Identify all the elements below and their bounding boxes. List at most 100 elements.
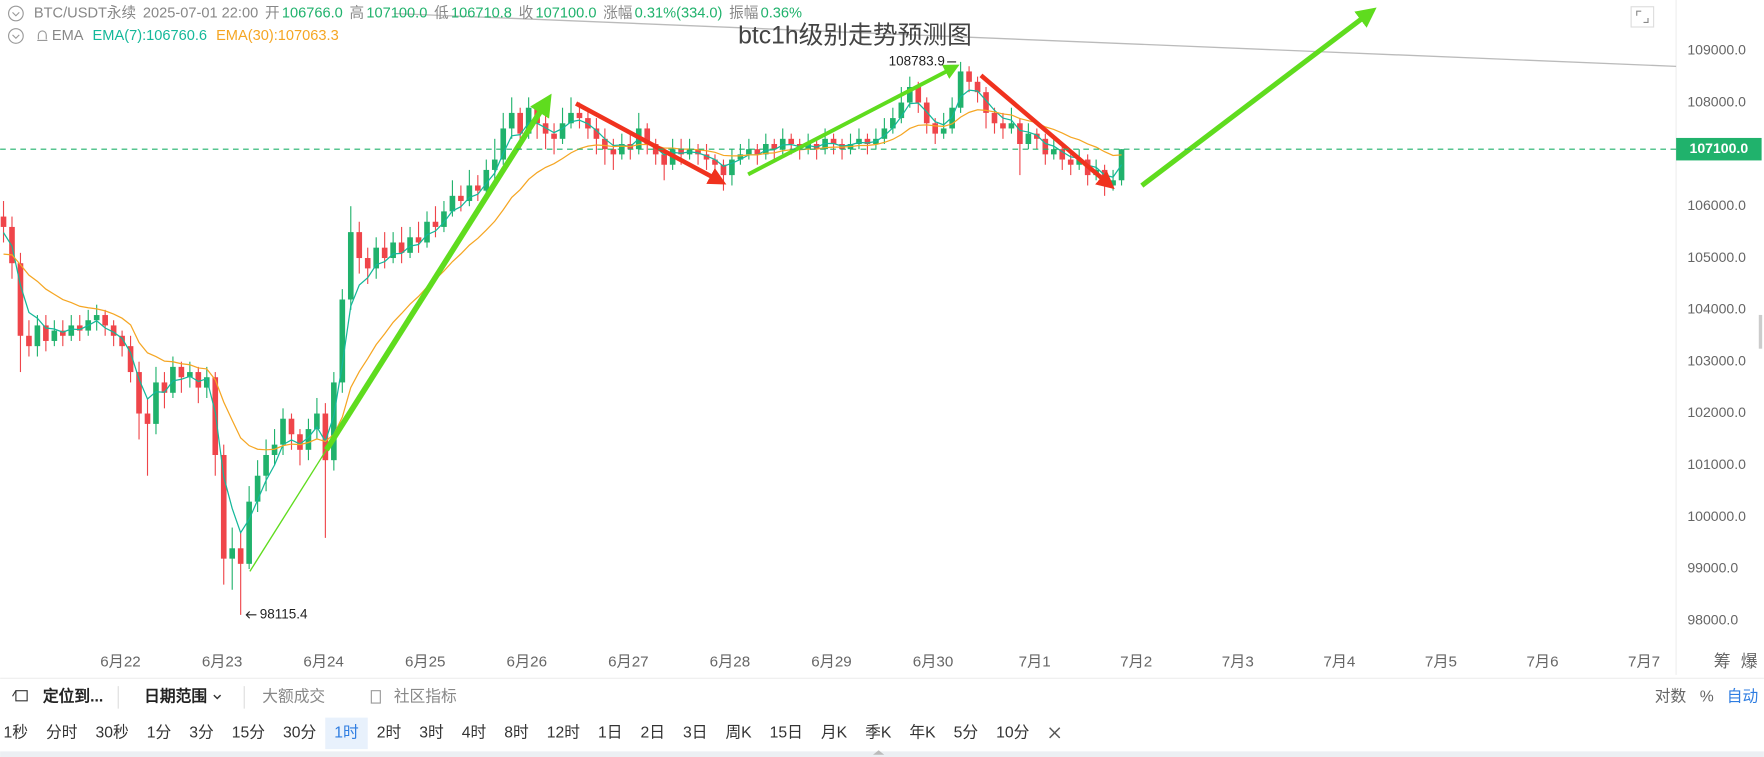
period-button[interactable]: 12时 <box>547 724 581 742</box>
y-tick-label: 109000.0 <box>1687 41 1746 57</box>
period-button[interactable]: 1秒 <box>4 724 29 742</box>
side-label[interactable]: 爆 <box>1741 652 1758 671</box>
candle-body <box>381 247 388 259</box>
candle-body <box>1067 159 1074 165</box>
period-button[interactable]: 2时 <box>377 724 402 742</box>
period-button[interactable]: 1时 <box>334 724 359 742</box>
toolbar-option[interactable]: 自动 <box>1727 688 1758 706</box>
info-label: 开 <box>265 5 280 21</box>
candle-body <box>254 475 261 502</box>
candle-body <box>983 92 989 113</box>
period-button[interactable]: 10分 <box>996 724 1030 742</box>
period-button[interactable]: 3分 <box>189 724 214 742</box>
close-icon[interactable] <box>1049 727 1061 739</box>
drawings <box>249 7 1677 572</box>
period-button[interactable]: 周K <box>725 725 752 742</box>
toolbar-option[interactable]: % <box>1700 689 1714 706</box>
candle-body <box>805 144 811 150</box>
info-value: 0.31%(334.0) <box>635 5 723 21</box>
down-arrow <box>574 101 727 185</box>
info-value: 106710.8 <box>451 5 512 21</box>
collapse-icon[interactable] <box>8 28 24 44</box>
candle-body <box>906 86 913 103</box>
down-arrow <box>979 73 1115 190</box>
toolbar-button[interactable]: 社区指标 <box>394 688 457 706</box>
candle-body <box>0 216 7 227</box>
dropdown-chevron <box>213 694 222 700</box>
candle-body <box>280 418 286 445</box>
side-label[interactable]: 筹 <box>1714 652 1731 671</box>
candle-body <box>161 382 168 393</box>
candle-body <box>110 325 117 336</box>
candle-body <box>746 149 752 155</box>
period-button[interactable]: 月K <box>821 725 848 742</box>
fullscreen-icon <box>1636 10 1649 24</box>
period-button[interactable]: 5分 <box>954 724 979 742</box>
info-value: 0.36% <box>761 5 802 21</box>
candle-body <box>898 102 905 119</box>
period-button[interactable]: 15分 <box>232 724 266 742</box>
period-button[interactable]: 15日 <box>770 725 803 742</box>
candle-body <box>17 263 24 336</box>
candle-body <box>136 372 142 414</box>
period-button[interactable]: 2日 <box>640 725 665 742</box>
candle-body <box>458 195 464 202</box>
candle-body <box>119 335 125 347</box>
period-button[interactable]: 8时 <box>504 724 529 742</box>
candle-body <box>610 149 617 155</box>
x-tick-label: 6月30 <box>913 654 953 671</box>
info-label: 高 <box>350 4 365 21</box>
x-tick-label: 7月2 <box>1120 654 1152 671</box>
period-button[interactable]: 分时 <box>46 724 78 742</box>
y-tick-label: 105000.0 <box>1687 249 1746 265</box>
bell-icon[interactable] <box>37 30 48 42</box>
period-button[interactable]: 1日 <box>598 725 623 742</box>
candle-body <box>576 112 583 119</box>
candle-body <box>1042 138 1049 155</box>
up-arrow <box>1140 7 1377 188</box>
toolbar-button[interactable]: 日期范围 <box>144 687 207 706</box>
candle-body <box>347 232 354 300</box>
last-price-label: 107100.0 <box>1690 140 1749 156</box>
period-button[interactable]: 年K <box>909 724 936 742</box>
x-tick-label: 6月22 <box>100 654 141 671</box>
candle-body <box>974 81 981 93</box>
locate-icon[interactable] <box>12 690 28 702</box>
indicator-name: EMA <box>52 28 84 44</box>
y-tick-label: 104000.0 <box>1687 301 1746 317</box>
toolbar-button[interactable]: 定位到... <box>43 687 103 706</box>
toolbar-option[interactable]: 对数 <box>1655 688 1687 706</box>
expand-handle[interactable] <box>873 750 885 755</box>
fullscreen-button[interactable] <box>1630 6 1655 28</box>
candle-body <box>1017 123 1023 145</box>
candle-body <box>432 221 439 227</box>
candle-body <box>940 128 947 134</box>
candle-body <box>441 211 447 227</box>
candle-body <box>517 112 523 134</box>
candle-body <box>661 154 667 165</box>
candle-body <box>1025 133 1032 145</box>
info-value: 107100.0 <box>366 5 427 21</box>
candle-body <box>949 107 955 129</box>
period-button[interactable]: 30分 <box>283 724 317 742</box>
period-button[interactable]: 4时 <box>462 724 487 742</box>
candle-body <box>915 86 922 103</box>
candle-body <box>187 372 193 378</box>
period-highlight <box>325 717 368 750</box>
period-button[interactable]: 3时 <box>419 724 444 742</box>
candle-body <box>771 144 778 150</box>
candle-body <box>127 346 134 373</box>
period-button[interactable]: 30秒 <box>95 724 129 742</box>
candle-body <box>305 429 312 450</box>
collapse-icon[interactable] <box>8 5 24 22</box>
candle-body <box>593 128 600 139</box>
candle-body <box>144 413 151 424</box>
candle-body <box>551 133 557 139</box>
period-button[interactable]: 1分 <box>147 724 172 742</box>
candle-body <box>373 247 380 269</box>
period-button[interactable]: 3日 <box>683 725 708 742</box>
candle-body <box>754 149 761 155</box>
toolbar-button[interactable]: 大额成交 <box>262 688 325 706</box>
period-button[interactable]: 季K <box>865 724 892 742</box>
